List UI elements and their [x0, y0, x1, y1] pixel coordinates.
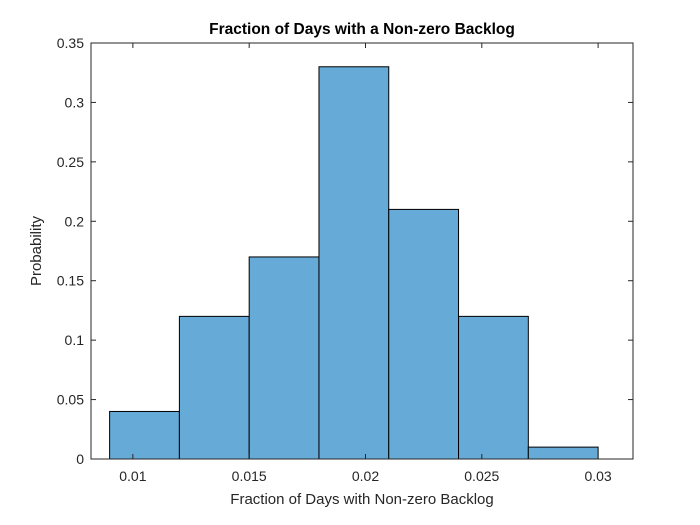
histogram-bar-3: [248, 256, 320, 460]
histogram-bar-4: [318, 66, 390, 460]
x-tick-label: 0.025: [464, 468, 499, 484]
y-tick-label: 0.2: [65, 213, 85, 229]
y-tick-label: 0.05: [57, 392, 84, 408]
histogram-bar-2: [178, 315, 250, 460]
chart-title: Fraction of Days with a Non-zero Backlog: [209, 21, 515, 38]
x-axis-label: Fraction of Days with Non-zero Backlog: [230, 491, 493, 508]
y-tick-label: 0.25: [57, 154, 84, 170]
histogram-bar-7: [527, 446, 599, 460]
y-tick-label: 0.35: [57, 35, 84, 51]
x-tick-label: 0.02: [352, 468, 379, 484]
y-tick-label: 0.1: [65, 332, 85, 348]
y-tick-label: 0: [76, 451, 84, 467]
x-tick-label: 0.015: [232, 468, 267, 484]
x-axis-ticks: 0.01 0.015 0.02 0.025 0.03: [119, 43, 612, 484]
x-tick-label: 0.01: [119, 468, 146, 484]
histogram-bar-1: [109, 410, 180, 460]
plot-frame: [90, 42, 634, 460]
y-tick-label: 0.15: [57, 273, 84, 289]
y-axis-label: Probability: [28, 215, 45, 286]
histogram-bar-5: [388, 208, 460, 460]
y-tick-label: 0.3: [65, 94, 85, 110]
histogram-bars: [109, 66, 599, 460]
x-tick-label: 0.03: [584, 468, 611, 484]
histogram-bar-6: [458, 315, 529, 460]
y-axis-ticks: 0 0.05 0.1 0.15 0.2 0.25 0.3 0.35: [57, 35, 633, 467]
